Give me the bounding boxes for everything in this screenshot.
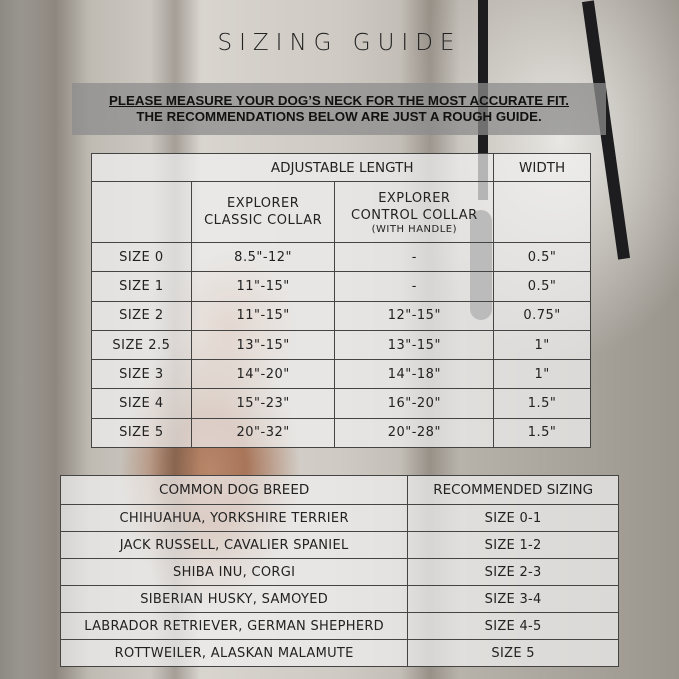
size-cell-classic: 13"-15" [190, 329, 336, 361]
breed-row: LABRADOR RETRIEVER, GERMAN SHEPHERD SIZE … [59, 612, 619, 640]
size-cell-size: SIZE 1 [91, 271, 192, 302]
size-row: SIZE 4 15"-23" 16"-20" 1.5" [91, 388, 591, 419]
breed-cell-breed: CHIHUAHUA, YORKSHIRE TERRIER [59, 504, 409, 532]
size-table: ADJUSTABLE LENGTH WIDTH EXPLORER CLASSIC … [91, 153, 591, 449]
breed-cell-sizing: SIZE 3-4 [407, 585, 619, 613]
breed-cell-sizing: SIZE 5 [407, 639, 619, 667]
breed-header: COMMON DOG BREED [59, 475, 409, 505]
breed-cell-sizing: SIZE 0-1 [407, 504, 619, 532]
header-text: CONTROL COLLAR [351, 207, 478, 223]
breed-row: CHIHUAHUA, YORKSHIRE TERRIER SIZE 0-1 [59, 504, 619, 532]
size-cell-classic: 20"-32" [190, 417, 336, 449]
size-cell-control: 14"-18" [334, 359, 495, 390]
size-cell-width: 1.5" [493, 417, 591, 449]
breed-table: COMMON DOG BREED RECOMMENDED SIZING CHIH… [59, 475, 619, 667]
size-cell-control: - [334, 241, 495, 273]
size-table-group-header: ADJUSTABLE LENGTH WIDTH [91, 153, 591, 182]
size-cell-control: - [334, 271, 495, 302]
size-row: SIZE 3 14"-20" 14"-18" 1" [91, 359, 591, 390]
breed-cell-breed: JACK RUSSELL, CAVALIER SPANIEL [59, 531, 409, 559]
size-row: SIZE 5 20"-32" 20"-28" 1.5" [91, 417, 591, 449]
notice-line-2: THE RECOMMENDATIONS BELOW ARE JUST A ROU… [136, 109, 542, 124]
empty-header [91, 153, 192, 182]
breed-cell-sizing: SIZE 4-5 [407, 612, 619, 640]
size-cell-width: 1.5" [493, 388, 591, 419]
size-cell-width: 1" [493, 359, 591, 390]
size-cell-size: SIZE 2 [91, 300, 192, 331]
width-header: WIDTH [493, 153, 591, 182]
size-row: SIZE 1 11"-15" -0.5" [91, 271, 591, 302]
size-cell-size: SIZE 0 [91, 241, 192, 273]
header-text: EXPLORER [226, 196, 300, 211]
size-cell-size: SIZE 5 [91, 417, 192, 449]
size-cell-size: SIZE 3 [91, 359, 192, 390]
breed-row: JACK RUSSELL, CAVALIER SPANIEL SIZE 1-2 [59, 531, 619, 559]
empty-subheader [91, 181, 192, 243]
notice-line-1: PLEASE MEASURE YOUR DOG’S NECK FOR THE M… [108, 93, 569, 108]
sizing-header: RECOMMENDED SIZING [407, 475, 619, 505]
page-title: SIZING GUIDE [217, 30, 462, 56]
breed-table-header: COMMON DOG BREED RECOMMENDED SIZING [59, 475, 619, 505]
size-cell-width: 0.75" [493, 300, 591, 331]
size-cell-size: SIZE 4 [91, 388, 192, 419]
size-cell-size: SIZE 2.5 [91, 329, 192, 361]
header-text: EXPLORER [378, 190, 451, 206]
size-cell-control: 16"-20" [334, 388, 495, 419]
size-cell-classic: 11"-15" [190, 271, 336, 302]
classic-collar-header: EXPLORER CLASSIC COLLAR [190, 181, 336, 243]
breed-cell-breed: SHIBA INU, CORGI [59, 558, 409, 586]
size-cell-width: 0.5" [493, 271, 591, 302]
size-row: SIZE 2 11"-15" 12"-15" 0.75" [91, 300, 591, 331]
size-cell-width: 1" [493, 329, 591, 361]
header-note: (WITH HANDLE) [371, 223, 458, 235]
breed-row: ROTTWEILER, ALASKAN MALAMUTE SIZE 5 [59, 639, 619, 667]
size-cell-classic: 14"-20" [190, 359, 336, 390]
size-row: SIZE 0 8.5"-12" -0.5" [91, 241, 591, 273]
breed-cell-breed: LABRADOR RETRIEVER, GERMAN SHEPHERD [59, 612, 409, 640]
breed-cell-breed: ROTTWEILER, ALASKAN MALAMUTE [59, 639, 409, 667]
size-row: SIZE 2.5 13"-15" 13"-15" 1" [91, 329, 591, 361]
breed-row: SHIBA INU, CORGI SIZE 2-3 [59, 558, 619, 586]
size-cell-width: 0.5" [493, 241, 591, 273]
breed-cell-sizing: SIZE 1-2 [407, 531, 619, 559]
size-table-subheader: EXPLORER CLASSIC COLLAR EXPLORER CONTROL C… [91, 181, 591, 243]
adjustable-length-header: ADJUSTABLE LENGTH [191, 153, 495, 182]
size-cell-control: 12"-15" [334, 300, 495, 331]
size-cell-control: 13"-15" [334, 329, 495, 361]
size-cell-control: 20"-28" [334, 417, 495, 449]
breed-cell-sizing: SIZE 2-3 [407, 558, 619, 586]
header-text: CLASSIC COLLAR [204, 213, 323, 228]
breed-cell-breed: SIBERIAN HUSKY, SAMOYED [59, 585, 409, 613]
breed-row: SIBERIAN HUSKY, SAMOYED SIZE 3-4 [59, 585, 619, 613]
control-collar-header: EXPLORER CONTROL COLLAR (WITH HANDLE) [334, 181, 495, 243]
size-cell-classic: 8.5"-12" [190, 241, 336, 273]
size-cell-classic: 11"-15" [190, 300, 336, 331]
size-cell-classic: 15"-23" [190, 388, 336, 419]
empty-subheader [493, 181, 591, 243]
measure-notice: PLEASE MEASURE YOUR DOG’S NECK FOR THE M… [72, 83, 606, 135]
